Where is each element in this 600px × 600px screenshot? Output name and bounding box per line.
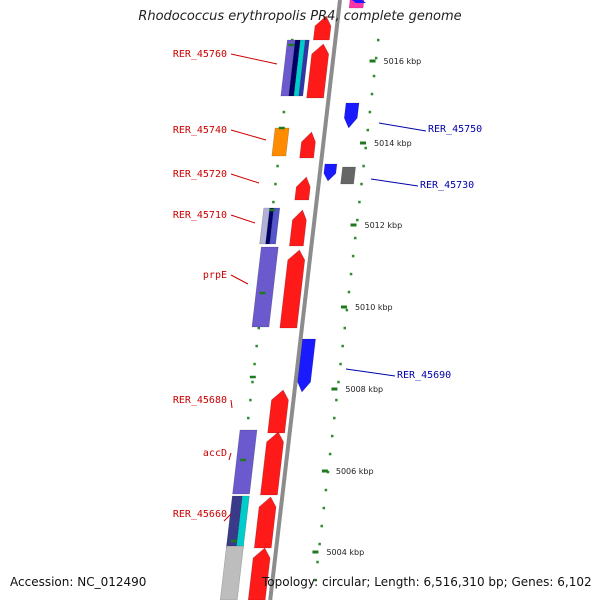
gene-leader-line	[228, 452, 232, 461]
reverse-gene-arrow	[352, 0, 366, 3]
guide-dot	[368, 110, 372, 114]
kbp-tick-label: 5008 kbp	[345, 385, 383, 394]
gene-box-orange	[271, 127, 290, 157]
guide-dot	[341, 344, 344, 348]
guide-dot	[349, 272, 353, 276]
gene-box-grey	[219, 545, 244, 600]
guide-dot	[362, 164, 365, 168]
kbp-tick-label: 5006 kbp	[336, 467, 374, 476]
forward-gene-arrow	[260, 431, 284, 496]
gene-label-rer_45740: RER_45740	[173, 125, 227, 136]
guide-dot	[322, 506, 326, 510]
guide-dot	[345, 308, 349, 312]
kbp-tick-label: 5014 kbp	[374, 139, 412, 148]
guide-dot	[347, 290, 351, 294]
guide-dot	[274, 182, 277, 186]
guide-dot	[339, 362, 342, 366]
kbp-tick-label: 5004 kbp	[326, 548, 364, 557]
guide-dot	[335, 398, 338, 402]
gene-label-rer_45750: RER_45750	[428, 124, 482, 135]
guide-dot	[314, 578, 317, 582]
guide-dot	[257, 326, 261, 330]
guide-dot	[330, 434, 334, 438]
guide-dot	[253, 362, 256, 366]
gene-box-blue	[298, 39, 310, 97]
guide-dot	[360, 182, 363, 186]
kbp-tick-label: 5010 kbp	[355, 303, 393, 312]
guide-dot	[276, 164, 279, 168]
guide-dot	[251, 380, 254, 384]
gene-box-blue	[269, 207, 281, 245]
guide-dot	[353, 236, 357, 240]
gene-leader-line	[223, 513, 232, 522]
guide-dot	[247, 416, 250, 420]
gene-leader-line	[230, 214, 256, 224]
gene-leader-line	[230, 173, 260, 184]
guide-dot	[328, 452, 332, 456]
kbp-tick-label: 5016 kbp	[384, 57, 422, 66]
gene-leader-line	[230, 129, 267, 141]
forward-gene-arrow	[253, 496, 277, 549]
gene-leader-line	[345, 368, 396, 377]
gene-leader-line	[230, 399, 233, 409]
gene-label-rer_45720: RER_45720	[173, 169, 227, 180]
forward-gene-arrow	[267, 389, 289, 434]
forward-gene-arrow	[294, 176, 311, 201]
genome-backbone	[268, 0, 342, 600]
accession-text: Accession: NC_012490	[10, 575, 147, 589]
forward-gene-arrow	[289, 209, 307, 247]
gene-leader-line	[230, 53, 278, 65]
gene-label-rer_45730: RER_45730	[420, 180, 474, 191]
forward-gene-arrow	[247, 547, 271, 600]
guide-dot	[377, 38, 380, 42]
forward-gene-arrow	[313, 15, 332, 41]
reverse-gene-arrow	[323, 163, 338, 182]
gene-box-darkgrey	[340, 166, 356, 185]
guide-dot	[364, 146, 367, 150]
genome-title: Rhodococcus erythropolis PR4, complete g…	[138, 9, 462, 24]
forward-gene-arrow	[279, 249, 306, 329]
guide-dot	[370, 92, 374, 96]
gene-box-purple	[251, 246, 279, 328]
reverse-gene-arrow	[297, 338, 316, 393]
gene-label-rer_45680: RER_45680	[173, 395, 227, 406]
guide-dot	[255, 344, 258, 348]
guide-dot	[249, 398, 252, 402]
guide-dot	[351, 254, 355, 258]
guide-dot	[318, 542, 321, 546]
guide-dot	[337, 380, 340, 384]
forward-gene-arrow	[306, 43, 330, 99]
guide-dot	[333, 416, 336, 420]
reverse-gene-arrow	[343, 102, 360, 129]
gene-leader-line	[378, 122, 427, 132]
guide-dot	[343, 326, 347, 330]
guide-dot	[320, 524, 323, 528]
guide-dot	[282, 110, 286, 114]
guide-dot	[358, 200, 361, 204]
gene-label-rer_45760: RER_45760	[173, 49, 227, 60]
guide-dot	[326, 470, 330, 474]
gene-label-rer_45690: RER_45690	[397, 370, 451, 381]
kbp-tick-label: 5012 kbp	[364, 221, 402, 230]
guide-dot	[324, 488, 328, 492]
guide-dot	[372, 74, 376, 78]
guide-dot	[316, 560, 319, 564]
gene-leader-line	[230, 274, 249, 285]
gene-label-accd: accD	[203, 448, 227, 459]
topology-text: Topology: circular; Length: 6,516,310 bp…	[262, 575, 592, 589]
guide-dot	[356, 218, 359, 222]
guide-dot	[366, 128, 370, 132]
guide-dot	[272, 200, 275, 204]
gene-leader-line	[370, 178, 419, 187]
gene-box-purple	[232, 429, 258, 495]
gene-label-prpe: prpE	[203, 270, 227, 281]
forward-gene-arrow	[299, 131, 316, 159]
gene-label-rer_45660: RER_45660	[173, 509, 227, 520]
gene-label-rer_45710: RER_45710	[173, 210, 227, 221]
guide-dot	[374, 56, 378, 60]
